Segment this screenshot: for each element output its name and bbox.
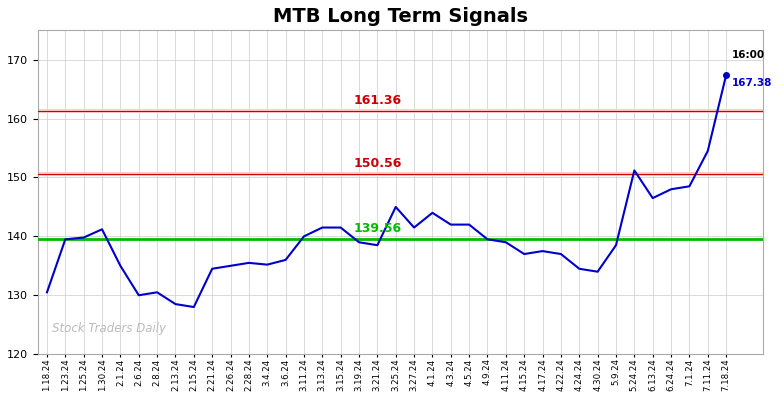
Text: 161.36: 161.36 [354,94,401,107]
Text: Stock Traders Daily: Stock Traders Daily [53,322,166,335]
Bar [38,172,763,176]
Text: 167.38: 167.38 [731,78,772,88]
Bar [38,109,763,113]
Text: 139.56: 139.56 [354,222,401,235]
Title: MTB Long Term Signals: MTB Long Term Signals [273,7,528,26]
Text: 16:00: 16:00 [731,51,764,60]
Text: 150.56: 150.56 [353,157,401,170]
